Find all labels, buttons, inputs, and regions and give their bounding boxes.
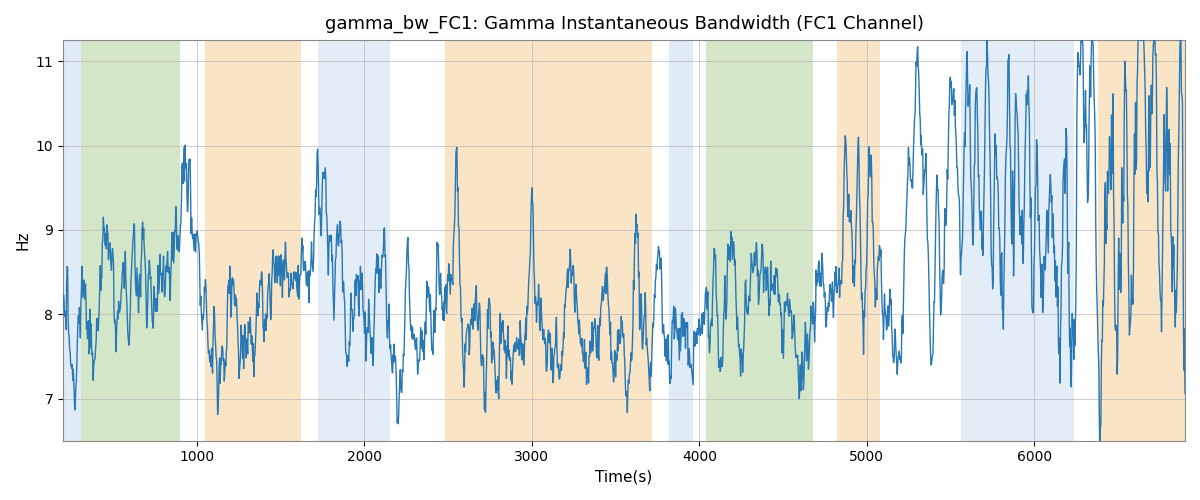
X-axis label: Time(s): Time(s) bbox=[595, 470, 653, 485]
Bar bbox=[64, 40, 82, 440]
Bar bbox=[1098, 40, 1186, 440]
Bar bbox=[836, 40, 881, 440]
Bar bbox=[670, 40, 692, 440]
Y-axis label: Hz: Hz bbox=[16, 230, 30, 250]
Bar bbox=[318, 40, 390, 440]
Bar bbox=[961, 40, 1074, 440]
Title: gamma_bw_FC1: Gamma Instantaneous Bandwidth (FC1 Channel): gamma_bw_FC1: Gamma Instantaneous Bandwi… bbox=[324, 15, 924, 34]
Bar bbox=[706, 40, 814, 440]
Bar bbox=[445, 40, 653, 440]
Bar bbox=[82, 40, 180, 440]
Bar bbox=[205, 40, 301, 440]
